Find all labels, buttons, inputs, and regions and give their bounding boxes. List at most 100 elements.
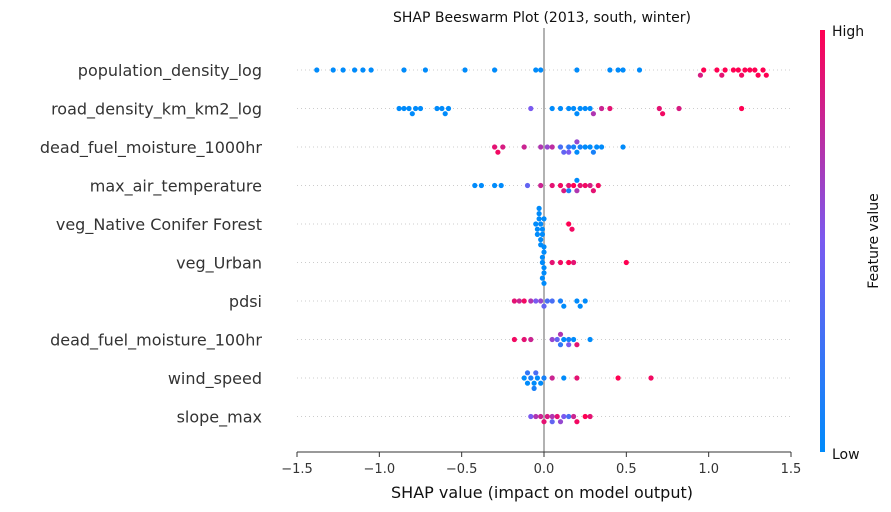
shap-point	[722, 67, 728, 73]
shap-point	[549, 298, 555, 304]
shap-point	[539, 231, 546, 237]
shap-point	[549, 419, 555, 425]
shap-point	[599, 105, 605, 112]
shap-point	[557, 182, 564, 189]
shap-point	[582, 144, 588, 150]
shap-point	[538, 413, 544, 420]
shap-point	[574, 149, 580, 155]
shap-point	[534, 226, 541, 232]
colorbar-label: Feature value	[866, 193, 882, 289]
shap-point	[577, 303, 583, 309]
shap-point	[594, 144, 600, 150]
shap-point	[521, 336, 527, 343]
x-tick-label: 0.0	[534, 462, 555, 477]
shap-point	[528, 375, 534, 381]
shap-point	[330, 67, 336, 73]
x-axis-label: SHAP value (impact on model output)	[391, 483, 693, 502]
shap-point	[569, 226, 575, 232]
shap-point	[571, 105, 577, 112]
shap-point	[541, 419, 547, 425]
shap-point	[739, 105, 745, 112]
shap-point	[538, 144, 544, 150]
shap-point	[582, 182, 588, 189]
feature-rows: population_density_log road_density_km_km…	[40, 61, 791, 428]
shap-point	[574, 419, 580, 425]
shap-point	[401, 67, 407, 73]
shap-point	[541, 265, 547, 271]
shap-point	[701, 67, 707, 73]
shap-point	[566, 221, 572, 227]
shap-point	[571, 259, 577, 266]
shap-point	[478, 182, 484, 189]
shap-point	[396, 105, 402, 112]
shap-point	[587, 144, 593, 150]
shap-point	[742, 67, 748, 73]
shap-point	[566, 105, 572, 112]
shap-point	[549, 105, 555, 112]
shap-point	[561, 375, 567, 381]
shap-point	[571, 336, 577, 343]
shap-point	[536, 211, 542, 217]
shap-point	[492, 67, 498, 73]
shap-point	[747, 67, 753, 73]
shap-point	[561, 188, 567, 194]
shap-point	[574, 298, 580, 304]
shap-point	[544, 413, 550, 420]
shap-point	[574, 67, 580, 73]
shap-point	[714, 67, 720, 73]
shap-point	[528, 413, 534, 420]
shap-point	[582, 298, 588, 304]
shap-point	[549, 144, 555, 150]
shap-point	[587, 105, 593, 112]
shap-point	[587, 182, 593, 189]
x-tick-label: 0.5	[616, 462, 637, 477]
shap-point	[566, 144, 572, 150]
shap-point	[577, 105, 583, 112]
shap-point	[538, 298, 544, 304]
shap-point	[442, 111, 448, 117]
shap-point	[521, 144, 527, 150]
shap-point	[541, 249, 547, 255]
shap-point	[533, 298, 539, 304]
shap-point	[574, 177, 580, 183]
shap-point	[417, 105, 424, 112]
shap-point	[541, 303, 547, 309]
shap-point	[561, 149, 567, 155]
shap-point	[574, 111, 580, 117]
shap-point	[531, 380, 537, 386]
x-tick-label: −0.5	[446, 462, 478, 477]
shap-point	[492, 182, 498, 189]
shap-point	[735, 67, 741, 73]
shap-point	[587, 413, 593, 420]
shap-point	[615, 375, 621, 381]
shap-point	[521, 375, 527, 381]
shap-point	[360, 67, 366, 73]
shap-point	[582, 413, 588, 420]
shap-point	[587, 336, 593, 343]
feature-label: pdsi	[229, 292, 262, 311]
shap-point	[538, 182, 544, 189]
feature-label: dead_fuel_moisture_1000hr	[40, 138, 263, 158]
shap-point	[472, 182, 478, 189]
shap-point	[524, 380, 531, 386]
shap-point	[557, 419, 564, 425]
shap-point	[533, 221, 539, 227]
shap-point	[557, 259, 564, 266]
shap-point	[340, 67, 346, 73]
shap-point	[574, 139, 580, 145]
shap-point	[462, 67, 468, 73]
shap-point	[648, 375, 654, 381]
shap-point	[557, 105, 564, 112]
shap-point	[571, 182, 577, 189]
shap-point	[574, 342, 580, 348]
shap-point	[676, 105, 682, 112]
shap-point	[538, 380, 544, 386]
shap-point	[574, 188, 580, 194]
shap-point	[533, 67, 539, 73]
shap-point	[524, 370, 531, 376]
shap-point	[660, 111, 666, 117]
x-tick-label: 1.5	[781, 462, 802, 477]
shap-point	[409, 111, 415, 117]
shap-point	[615, 67, 621, 73]
